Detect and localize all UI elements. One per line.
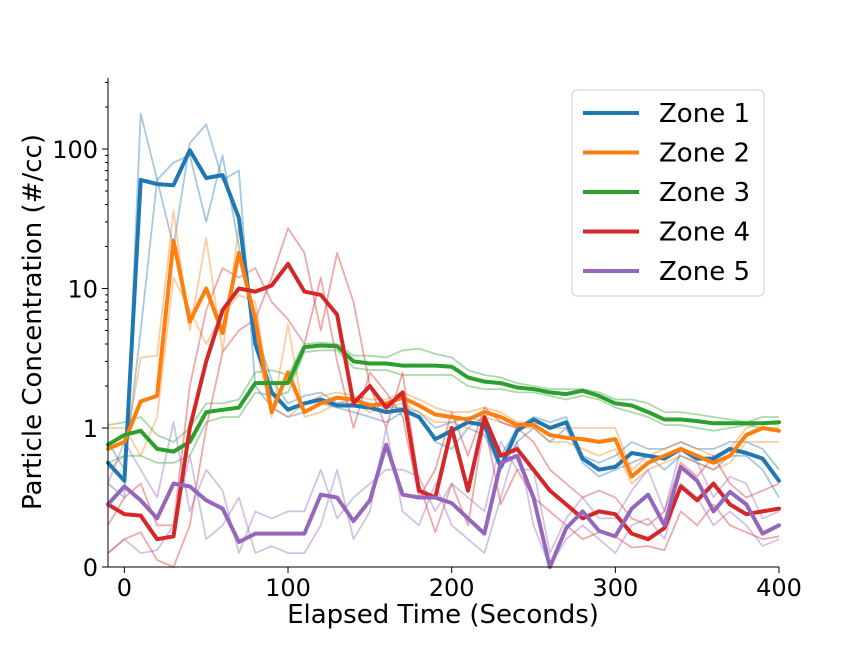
legend-box <box>571 89 765 297</box>
x-axis-ticks: 0 100 200 300 400 <box>117 567 802 602</box>
zone-1-mean-line <box>106 148 781 483</box>
legend-label-zone-5: Zone 5 <box>659 257 750 287</box>
legend-label-zone-4: Zone 4 <box>659 218 750 248</box>
zone-1-replicate-1-line <box>107 112 780 499</box>
y-axis-title: Particle Concentration (#/cc) <box>18 134 48 510</box>
y-tick-label: 0 <box>83 554 98 582</box>
x-tick-label: 300 <box>592 574 638 602</box>
x-tick-label: 200 <box>429 574 475 602</box>
zone-1-replicate-2-line <box>107 154 780 471</box>
legend-label-zone-1: Zone 1 <box>659 99 750 129</box>
x-tick-label: 0 <box>117 574 132 602</box>
y-axis-ticks: 0 1 10 100 <box>52 81 108 582</box>
series-lines <box>106 148 781 569</box>
zone-2-replicate-1-line <box>107 210 779 485</box>
zone-2-mean-line <box>106 238 781 479</box>
zone-4-replicate-2-line <box>107 267 780 527</box>
zone-3-mean-line <box>106 343 781 454</box>
zone-3-replicate-2-line <box>107 349 779 464</box>
y-tick-label: 100 <box>52 136 98 164</box>
x-tick-label: 100 <box>265 574 311 602</box>
y-tick-label: 10 <box>67 276 98 304</box>
x-axis-title: Elapsed Time (Seconds) <box>287 600 599 630</box>
zone-5-mean-line <box>106 442 781 569</box>
y-tick-label: 1 <box>83 415 98 443</box>
legend: Zone 1 Zone 2 Zone 3 Zone 4 Zone 5 <box>571 89 765 297</box>
zone-5-replicate-2-line <box>107 421 780 554</box>
zone-5-replicate-1-line <box>107 427 780 568</box>
legend-label-zone-2: Zone 2 <box>659 139 750 169</box>
legend-label-zone-3: Zone 3 <box>659 178 750 208</box>
zone-3-replicate-1-line <box>107 341 779 443</box>
x-tick-label: 400 <box>756 574 802 602</box>
zone-4-replicate-1-line <box>107 227 780 568</box>
